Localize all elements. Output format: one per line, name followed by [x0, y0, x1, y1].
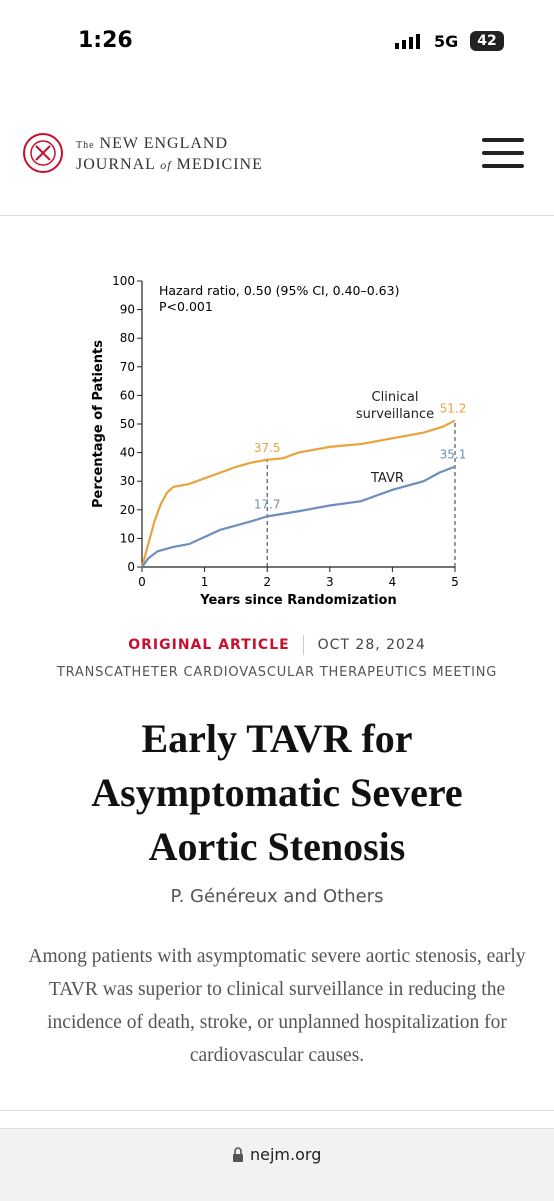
- y-tick-label: 100: [112, 274, 135, 288]
- browser-bar: nejm.org: [0, 1128, 554, 1201]
- x-tick-label: 2: [263, 575, 271, 589]
- x-tick-label: 1: [201, 575, 209, 589]
- y-tick-label: 60: [120, 388, 135, 402]
- logo-of: of: [160, 158, 172, 172]
- logo-line1: NEW ENGLAND: [99, 135, 229, 152]
- article-title[interactable]: Early TAVR for Asymptomatic Severe Aorti…: [91, 716, 463, 869]
- divider: [0, 1110, 554, 1111]
- y-tick-label: 40: [120, 446, 135, 460]
- point-label: 17.7: [254, 497, 281, 511]
- logo-journal: JOURNAL: [76, 156, 156, 173]
- lock-icon: [233, 1147, 243, 1162]
- separator: [303, 635, 305, 655]
- divider: [0, 215, 554, 216]
- logo-seal: [23, 133, 63, 173]
- series-label: TAVR: [371, 470, 404, 486]
- series-line: [141, 465, 456, 568]
- point-label: 35.1: [440, 448, 467, 462]
- y-tick-label: 30: [120, 474, 135, 488]
- y-axis-label: Percentage of Patients: [91, 340, 106, 508]
- meeting: TRANSCATHETER CARDIOVASCULAR THERAPEUTIC…: [56, 665, 498, 680]
- article-meta: ORIGINAL ARTICLE OCT 28, 2024: [0, 635, 554, 655]
- point-label: 51.2: [440, 402, 467, 416]
- date: OCT 28, 2024: [317, 637, 426, 653]
- x-axis-label: Years since Randomization: [199, 593, 396, 608]
- x-tick-label: 4: [389, 575, 397, 589]
- kicker[interactable]: ORIGINAL ARTICLE: [128, 637, 290, 653]
- y-tick-label: 90: [120, 303, 135, 317]
- point-label: 37.5: [254, 441, 281, 455]
- y-tick-label: 70: [120, 360, 135, 374]
- summary: Among patients with asymptomatic severe …: [28, 946, 526, 1066]
- annotation: Hazard ratio, 0.50 (95% CI, 0.40–0.63): [159, 283, 399, 298]
- x-tick-label: 3: [326, 575, 334, 589]
- url[interactable]: nejm.org: [250, 1145, 322, 1164]
- series-line: [140, 419, 456, 568]
- signal-icon: [395, 34, 420, 49]
- logo-the: The: [76, 140, 95, 151]
- menu-button[interactable]: [480, 136, 526, 170]
- annotation: P<0.001: [159, 299, 213, 314]
- status-time: 1:26: [78, 28, 133, 53]
- network: 5G: [434, 32, 459, 51]
- x-tick-label: 0: [138, 575, 146, 589]
- logo-text: The NEW ENGLAND JOURNAL of MEDICINE: [76, 134, 263, 175]
- y-tick-label: 10: [120, 531, 135, 545]
- y-tick-label: 50: [120, 417, 135, 431]
- chart: 0 10 20 30 40 50 60 70 80 90 100 0 1 2 3 4 5 Years since …: [91, 274, 467, 608]
- battery: 42: [470, 31, 504, 51]
- y-tick-label: 0: [127, 560, 135, 574]
- y-tick-label: 80: [120, 331, 135, 345]
- series-label: Clinical surveillance: [355, 389, 435, 422]
- y-tick-label: 20: [120, 503, 135, 517]
- logo-medicine: MEDICINE: [176, 156, 263, 173]
- authors: P. Généreux and Others: [170, 886, 384, 907]
- x-tick-label: 5: [451, 575, 459, 589]
